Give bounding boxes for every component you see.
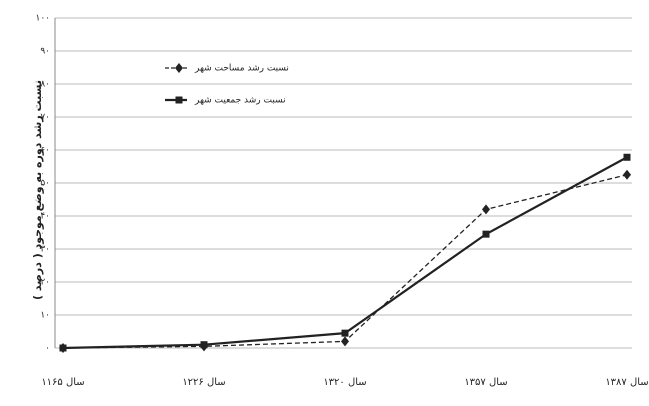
legend-marker [175,63,183,73]
y-tick-label: ۱۰ [40,311,50,321]
marker [341,329,349,337]
legend-label: نسبت رشد جمعیت شهر [194,96,286,106]
y-tick-label: ۶۰ [40,146,50,156]
y-tick-label: ۰ [45,344,50,354]
marker [482,204,490,215]
x-tick-label: سال ۱۳۲۰ [323,377,366,388]
x-tick-label: سال ۱۳۵۷ [464,377,507,388]
legend-marker [175,96,183,104]
x-tick-label: سال ۱۲۲۶ [182,377,225,388]
y-tick-label: ۸۰ [40,80,50,90]
marker [623,153,631,161]
y-tick-label: ۲۰ [40,278,50,288]
marker [59,344,67,352]
marker [482,230,490,238]
y-tick-label: ۹۰ [40,47,50,57]
x-tick-label: سال ۱۳۸۷ [605,377,648,388]
marker [341,336,349,347]
marker [200,341,208,349]
x-tick-label: سال ۱۱۶۵ [41,377,84,388]
y-tick-label: ۵۰ [40,179,50,189]
y-tick-label: ۴۰ [40,212,50,222]
marker [623,169,631,180]
y-tick-label: ۷۰ [40,113,50,123]
y-tick-label: ۳۰ [40,245,50,255]
legend-label: نسبت رشد مساحت شهر [194,64,289,74]
y-tick-label: ۱۰۰ [35,14,50,24]
y-axis-label: نسبت رشد دوره به وضع موجود ( درصد ) [31,80,44,300]
